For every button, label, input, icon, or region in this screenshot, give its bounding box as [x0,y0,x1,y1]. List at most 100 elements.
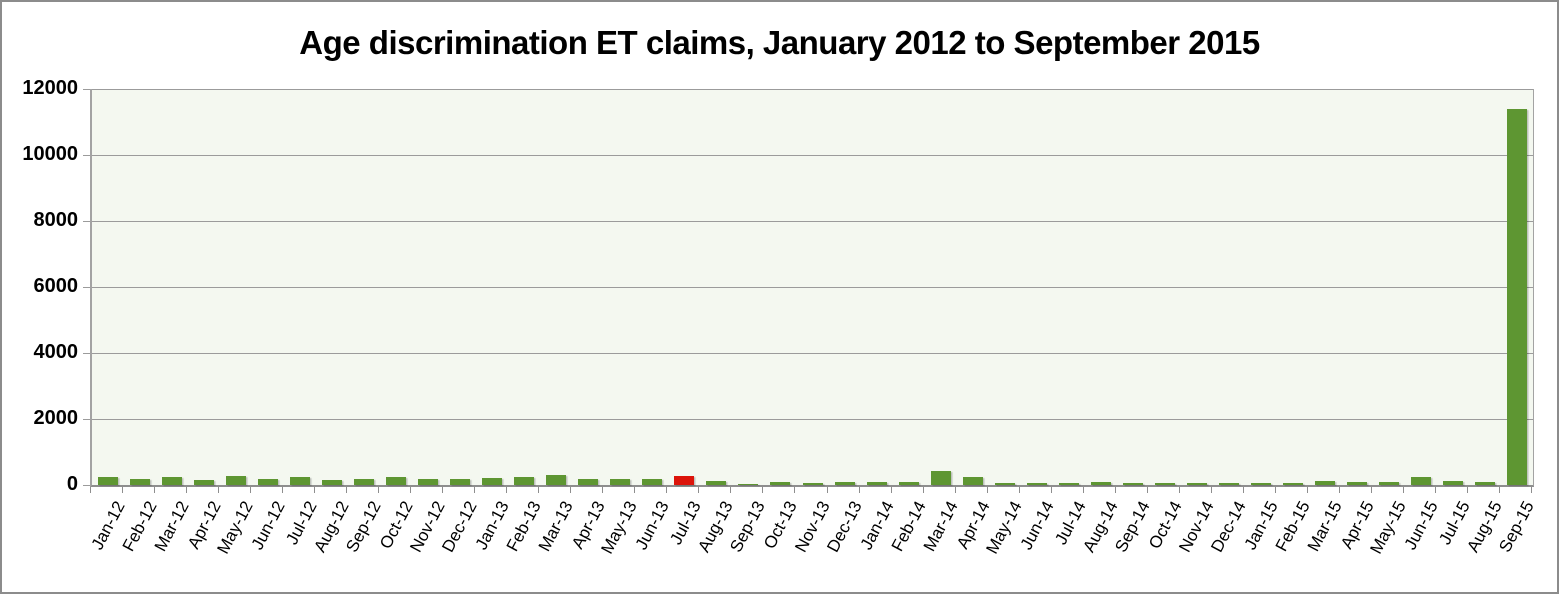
x-axis-tick [794,487,796,493]
bar-Aug-13 [706,480,727,485]
x-axis-tick [634,487,636,493]
x-axis-tick [986,487,988,493]
x-axis-tick [1498,487,1500,493]
bar-Jul-14 [1058,482,1079,485]
bar-Sep-12 [354,479,375,485]
x-axis-tick [826,487,828,493]
bar-Sep-13 [738,484,759,485]
x-axis-tick [538,487,540,493]
gridline [92,89,1533,90]
gridline [92,154,1533,156]
x-axis-tick [1531,487,1532,493]
x-axis-tick [1242,487,1244,493]
x-axis-tick [1402,487,1404,493]
bar-Dec-14 [1218,482,1239,485]
bar-Jun-12 [258,478,279,485]
y-axis-label: 0 [66,473,78,495]
bar-Jun-13 [642,479,663,485]
bar-Dec-13 [834,482,855,485]
x-axis-tick [474,487,476,493]
bar-Feb-12 [130,478,151,485]
bar-Apr-12 [194,479,215,485]
x-axis-tick [1146,487,1148,493]
bar-Mar-12 [162,477,183,485]
x-axis-tick [570,487,572,493]
bar-Jul-12 [290,477,311,485]
x-axis-tick [442,487,444,493]
bar-Apr-14 [962,476,983,485]
x-axis-tick [954,487,956,493]
gridline [92,286,1533,288]
bar-Dec-12 [450,479,471,485]
x-axis-tick [922,487,924,493]
x-axis-tick [1210,487,1212,493]
x-axis-tick [666,487,668,493]
x-axis-tick [314,487,316,493]
bar-Feb-13 [514,477,535,485]
x-axis-tick [90,487,91,493]
x-axis-tick [698,487,700,493]
bar-Nov-13 [802,483,823,485]
y-axis-tick [83,89,90,90]
x-axis-tick [122,487,124,493]
bar-Sep-15 [1506,108,1527,485]
x-axis-tick [1114,487,1116,493]
x-axis-tick [154,487,156,493]
x-axis-tick [346,487,348,493]
bar-Jun-15 [1410,477,1431,485]
y-axis-label: 10000 [22,143,78,165]
y-axis-tick [83,221,90,222]
bar-Sep-14 [1122,482,1143,485]
y-axis-label: 12000 [22,77,78,99]
x-axis-tick [378,487,380,493]
x-axis-tick [1306,487,1308,493]
y-axis-label: 4000 [33,341,79,363]
x-axis-tick [1466,487,1468,493]
bar-Oct-13 [770,482,791,485]
bar-Jul-15 [1442,481,1463,485]
y-axis-tick [83,287,90,288]
plot-area [90,89,1534,487]
bar-Jun-14 [1026,482,1047,485]
bar-Feb-15 [1282,482,1303,485]
bar-Mar-14 [930,471,951,485]
y-axis-tick [83,485,90,486]
bar-Nov-14 [1186,483,1207,485]
bar-Nov-12 [418,479,439,485]
x-axis-tick [1434,487,1436,493]
gridline [92,418,1533,420]
x-axis-tick [762,487,764,493]
x-axis-tick [1338,487,1340,493]
bar-May-13 [610,479,631,485]
bar-Apr-13 [578,479,599,485]
x-axis-tick [890,487,892,493]
x-axis-tick [506,487,508,493]
x-axis-tick [1082,487,1084,493]
bar-May-15 [1378,482,1399,485]
bar-May-14 [994,483,1015,485]
bar-Aug-12 [322,479,343,485]
x-axis-tick [1050,487,1052,493]
x-axis-tick [250,487,252,493]
bar-Jan-14 [866,482,887,485]
x-axis-tick [1370,487,1372,493]
y-axis-label: 2000 [33,407,79,429]
bar-Aug-14 [1090,482,1111,485]
bar-Jan-12 [98,477,118,485]
x-axis-tick [410,487,412,493]
x-axis-tick [1178,487,1180,493]
gridline [92,352,1533,354]
x-axis-tick [858,487,860,493]
x-axis-tick [282,487,284,493]
y-axis-label: 6000 [33,275,79,297]
x-axis-tick [1274,487,1276,493]
chart-title: Age discrimination ET claims, January 20… [299,24,1260,61]
x-axis-tick [218,487,220,493]
y-axis-tick [83,353,90,354]
bar-Mar-13 [546,475,567,485]
bar-Mar-15 [1314,481,1335,485]
bar-Aug-15 [1474,482,1495,485]
y-axis-tick [83,419,90,420]
x-axis-tick [1018,487,1020,493]
bar-Jan-15 [1250,482,1271,485]
